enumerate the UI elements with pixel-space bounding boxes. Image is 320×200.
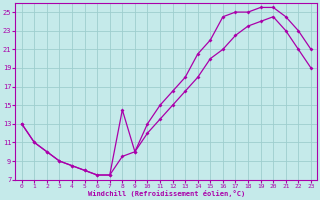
X-axis label: Windchill (Refroidissement éolien,°C): Windchill (Refroidissement éolien,°C) <box>88 190 245 197</box>
